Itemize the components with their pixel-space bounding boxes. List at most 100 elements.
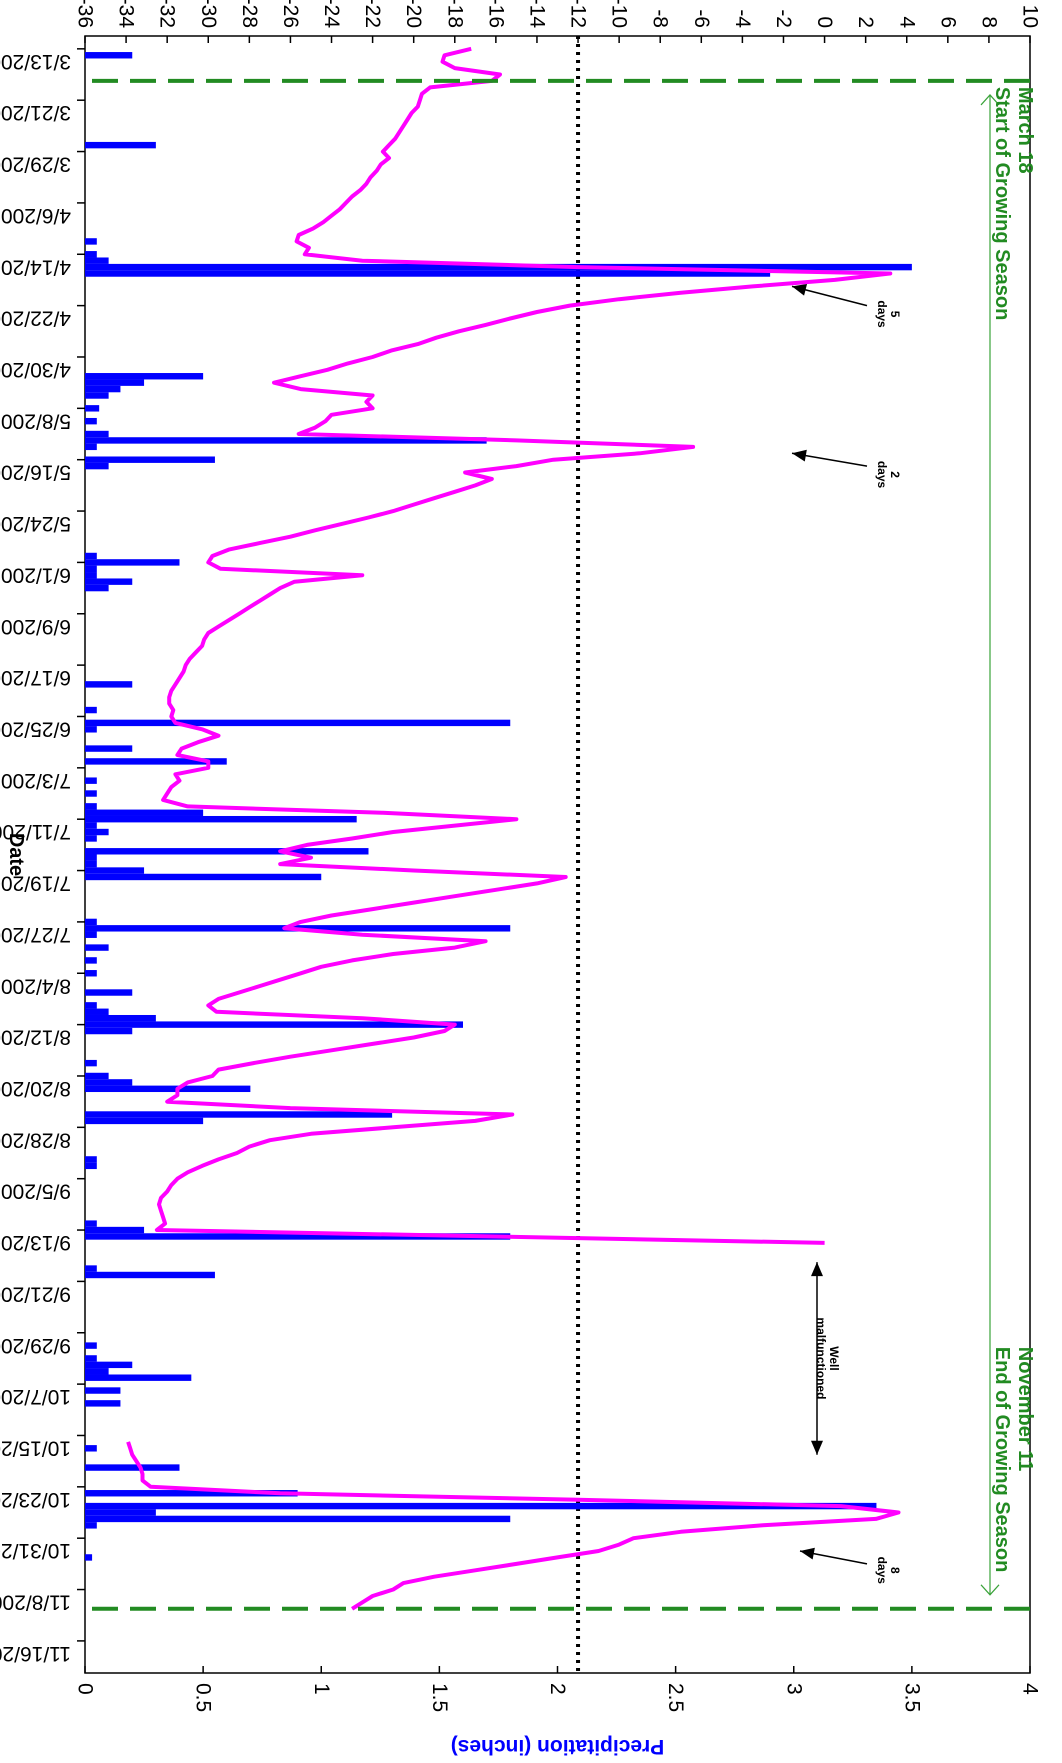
y-left-tick-label: -4 — [731, 9, 754, 28]
precip-bar — [85, 1085, 251, 1093]
precip-bar — [85, 270, 771, 277]
y-left-tick-label: -18 — [443, 0, 466, 28]
precip-bar — [85, 1445, 97, 1452]
y-right-tick-label: 3.5 — [900, 1683, 923, 1712]
precip-bar — [85, 860, 97, 868]
precip-bar — [85, 1522, 97, 1529]
precip-bar — [85, 1464, 180, 1471]
eight-days-arrow-head — [800, 1547, 815, 1560]
precip-bar — [85, 1554, 93, 1561]
y-right-tick-label: 4 — [1019, 1683, 1042, 1695]
precip-bar — [85, 437, 487, 444]
precip-bar — [85, 822, 97, 829]
precip-bar — [85, 790, 97, 797]
y-left-tick-label: -30 — [197, 0, 220, 28]
x-axis-title: Date — [5, 833, 27, 876]
precip-bar — [85, 828, 109, 836]
y-left-tick-label: 4 — [895, 16, 918, 28]
y-left-tick-label: -16 — [484, 0, 507, 28]
precip-bar — [85, 1374, 192, 1381]
season-start-label: March 18Start of Growing Season — [991, 87, 1036, 320]
precip-bar — [85, 584, 109, 592]
precip-bar — [85, 931, 97, 938]
precip-bar — [85, 238, 97, 245]
precip-bar — [85, 1509, 156, 1516]
precip-bar — [85, 443, 97, 451]
precip-bar — [85, 578, 133, 585]
y-left-tick-label: -24 — [320, 0, 343, 28]
precip-bar — [85, 52, 133, 59]
precip-bar — [85, 918, 97, 926]
precip-bar — [85, 417, 97, 425]
precip-bar — [85, 989, 133, 996]
precip-bar — [85, 1271, 215, 1279]
precip-bar — [85, 944, 109, 951]
precip-bar — [85, 867, 145, 874]
y-left-tick-label: -14 — [525, 0, 548, 28]
precip-bar — [85, 957, 97, 964]
y-left-tick-label: -12 — [567, 0, 590, 28]
y-right-tick-label: 0 — [74, 1683, 97, 1695]
precip-bar — [85, 392, 109, 399]
y-right-axis-title: Precipitation (inches) — [451, 1735, 665, 1758]
precip-bar — [85, 706, 97, 714]
y-left-tick-label: -28 — [238, 0, 261, 28]
precip-bar — [85, 1355, 97, 1362]
two-days-arrow-head — [792, 449, 807, 462]
precip-bar — [85, 1342, 97, 1349]
precip-bar — [85, 430, 109, 438]
precip-bar — [85, 373, 204, 380]
precip-bar — [85, 1515, 511, 1523]
y-right-tick-label: 1 — [310, 1683, 333, 1695]
five-days-label: 5days — [875, 300, 902, 328]
y-left-tick-label: 10 — [1019, 5, 1042, 28]
precip-bar — [85, 385, 121, 393]
chart-canvas: March 18Start of Growing Season November … — [0, 0, 1042, 1758]
y-left-tick-label: -32 — [156, 0, 179, 28]
water-level-line — [154, 46, 893, 1245]
precip-bar — [85, 835, 97, 842]
precip-bar — [85, 552, 97, 560]
precip-bar — [84, 405, 100, 412]
eight-days-label: 8days — [875, 1557, 902, 1585]
precip-bar — [85, 726, 97, 733]
precip-bar — [85, 379, 145, 386]
y-left-tick-label: -36 — [74, 0, 97, 28]
precip-bar — [85, 1072, 109, 1080]
precip-bar — [85, 854, 97, 861]
season-span-arrowhead — [980, 94, 1000, 106]
two-days-label: 2days — [875, 461, 902, 489]
precip-bar — [85, 1021, 463, 1028]
precip-bar — [85, 141, 156, 149]
precip-bar — [85, 1368, 109, 1375]
y-left-tick-label: -34 — [115, 0, 138, 28]
malfunction-arrow-left-head — [811, 1262, 823, 1277]
precip-bar — [85, 1117, 204, 1125]
precip-bar — [85, 1027, 133, 1035]
y-left-tick-label: 0 — [813, 16, 836, 28]
y-right-tick-label: 2.5 — [664, 1683, 687, 1712]
five-days-arrow-head — [792, 284, 808, 296]
